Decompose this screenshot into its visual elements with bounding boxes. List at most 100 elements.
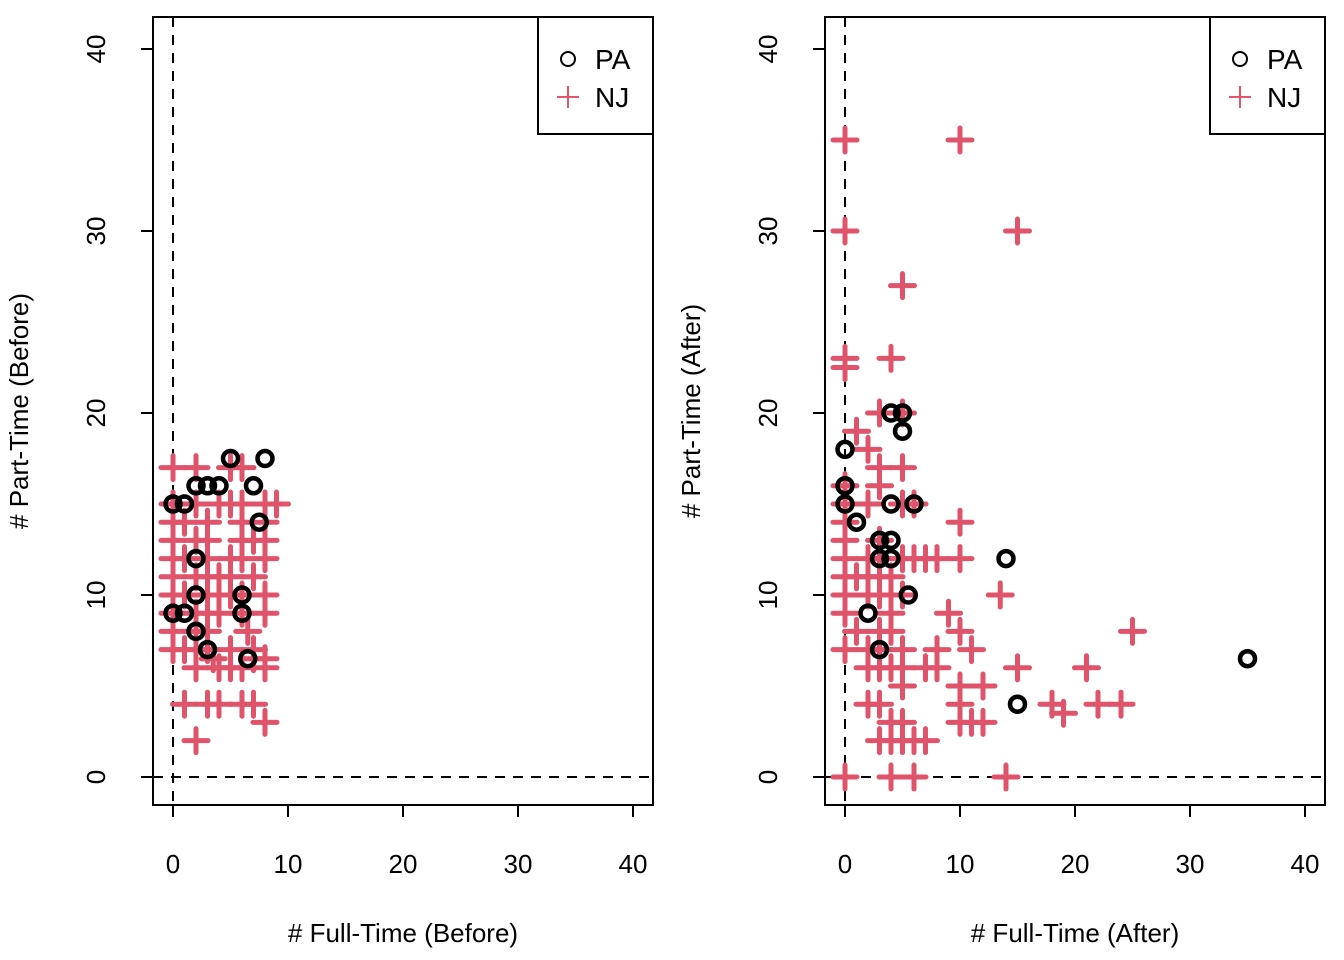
data-point-nj xyxy=(1072,653,1101,683)
data-point-pa xyxy=(186,621,206,642)
y-tick-label: 20 xyxy=(753,399,783,428)
data-point-nj xyxy=(170,544,199,574)
x-tick-label: 40 xyxy=(1291,849,1320,879)
y-axis-title: # Part-Time (Before) xyxy=(4,293,34,529)
data-point-pa xyxy=(892,421,913,441)
data-point-nj xyxy=(1003,653,1032,683)
data-point-pa xyxy=(249,512,269,532)
x-tick-label: 30 xyxy=(504,849,533,879)
data-point-nj xyxy=(888,671,917,701)
data-point-pa xyxy=(209,476,229,496)
data-point-nj xyxy=(204,689,234,719)
data-point-nj xyxy=(922,653,952,683)
x-tick-label: 10 xyxy=(274,849,303,879)
data-point-nj xyxy=(158,453,188,483)
legend-label: NJ xyxy=(595,82,629,113)
series-pa xyxy=(835,403,1258,714)
data-point-nj xyxy=(830,762,860,792)
y-tick-label: 30 xyxy=(753,217,783,246)
legend-marker-plus xyxy=(1229,86,1251,108)
data-point-nj xyxy=(985,580,1015,610)
data-point-pa xyxy=(220,448,241,469)
data-point-pa xyxy=(232,585,252,605)
data-point-nj xyxy=(1106,689,1136,719)
data-point-nj xyxy=(991,762,1021,792)
data-point-pa xyxy=(186,585,206,605)
data-point-pa xyxy=(881,548,901,569)
data-point-nj xyxy=(830,353,860,382)
x-tick-label: 0 xyxy=(838,849,852,879)
x-axis-title: # Full-Time (After) xyxy=(971,918,1180,948)
data-point-pa xyxy=(869,639,890,660)
data-point-nj xyxy=(865,471,894,501)
data-point-nj xyxy=(1083,689,1113,719)
data-point-pa xyxy=(238,648,258,669)
x-tick-label: 20 xyxy=(1061,849,1090,879)
data-point-nj xyxy=(876,343,906,373)
data-point-nj xyxy=(945,125,975,155)
data-point-pa xyxy=(186,476,206,496)
data-point-nj xyxy=(830,598,860,628)
data-point-pa xyxy=(869,530,890,551)
data-point-nj xyxy=(233,616,263,646)
data-point-nj xyxy=(830,216,860,246)
y-tick-label: 20 xyxy=(81,399,111,428)
data-point-nj xyxy=(945,544,975,574)
data-point-pa xyxy=(1237,648,1258,669)
series-pa xyxy=(163,448,275,669)
data-point-nj xyxy=(922,544,952,574)
data-point-nj xyxy=(888,271,917,301)
x-tick-label: 30 xyxy=(1176,849,1205,879)
data-point-nj xyxy=(968,707,998,737)
data-point-nj xyxy=(865,689,894,719)
data-point-nj xyxy=(899,762,929,792)
y-tick-label: 10 xyxy=(81,581,111,610)
data-point-nj xyxy=(876,616,906,646)
data-point-nj xyxy=(181,726,211,756)
y-tick-label: 10 xyxy=(753,581,783,610)
data-point-nj xyxy=(1118,616,1147,646)
data-point-nj xyxy=(830,125,860,155)
data-point-nj xyxy=(250,598,280,628)
data-point-pa xyxy=(881,494,901,514)
data-point-nj xyxy=(853,434,883,464)
data-point-pa xyxy=(835,439,855,460)
data-point-nj xyxy=(876,762,906,792)
data-point-pa xyxy=(163,603,183,623)
data-point-pa xyxy=(835,476,855,496)
data-point-pa xyxy=(163,494,183,514)
legend-marker-circle xyxy=(560,51,576,67)
data-point-nj xyxy=(262,489,291,519)
data-point-pa xyxy=(881,530,901,551)
plot-frame xyxy=(152,16,654,806)
data-point-nj xyxy=(853,489,883,519)
data-point-pa xyxy=(892,403,913,423)
data-point-nj xyxy=(239,562,268,592)
legend-marker-plus xyxy=(557,86,579,108)
data-point-nj xyxy=(170,580,199,610)
data-point-pa xyxy=(186,548,206,569)
data-point-nj xyxy=(865,398,894,428)
legend-box xyxy=(537,16,654,135)
data-point-pa xyxy=(858,603,878,623)
data-point-pa xyxy=(174,494,195,514)
panel-before: 0 10 20 30 40 0 10 20 30 40 # Full-Time (Before) # … xyxy=(4,16,654,948)
data-point-nj xyxy=(204,598,234,628)
y-tick-label: 0 xyxy=(753,770,783,784)
data-point-nj xyxy=(250,544,280,574)
data-point-pa xyxy=(174,603,195,623)
y-tick-label: 0 xyxy=(81,770,111,784)
data-point-nj xyxy=(888,453,917,483)
y-tick-label: 40 xyxy=(753,35,783,64)
data-point-nj xyxy=(934,598,963,628)
legend-box xyxy=(1209,16,1326,135)
data-point-pa xyxy=(197,639,218,660)
x-tick-label: 40 xyxy=(619,849,648,879)
data-point-pa xyxy=(197,476,218,496)
data-point-nj xyxy=(911,726,940,756)
x-tick-label: 0 xyxy=(166,849,180,879)
data-point-pa xyxy=(996,548,1016,569)
data-point-pa xyxy=(1007,694,1028,714)
x-tick-label: 10 xyxy=(946,849,975,879)
